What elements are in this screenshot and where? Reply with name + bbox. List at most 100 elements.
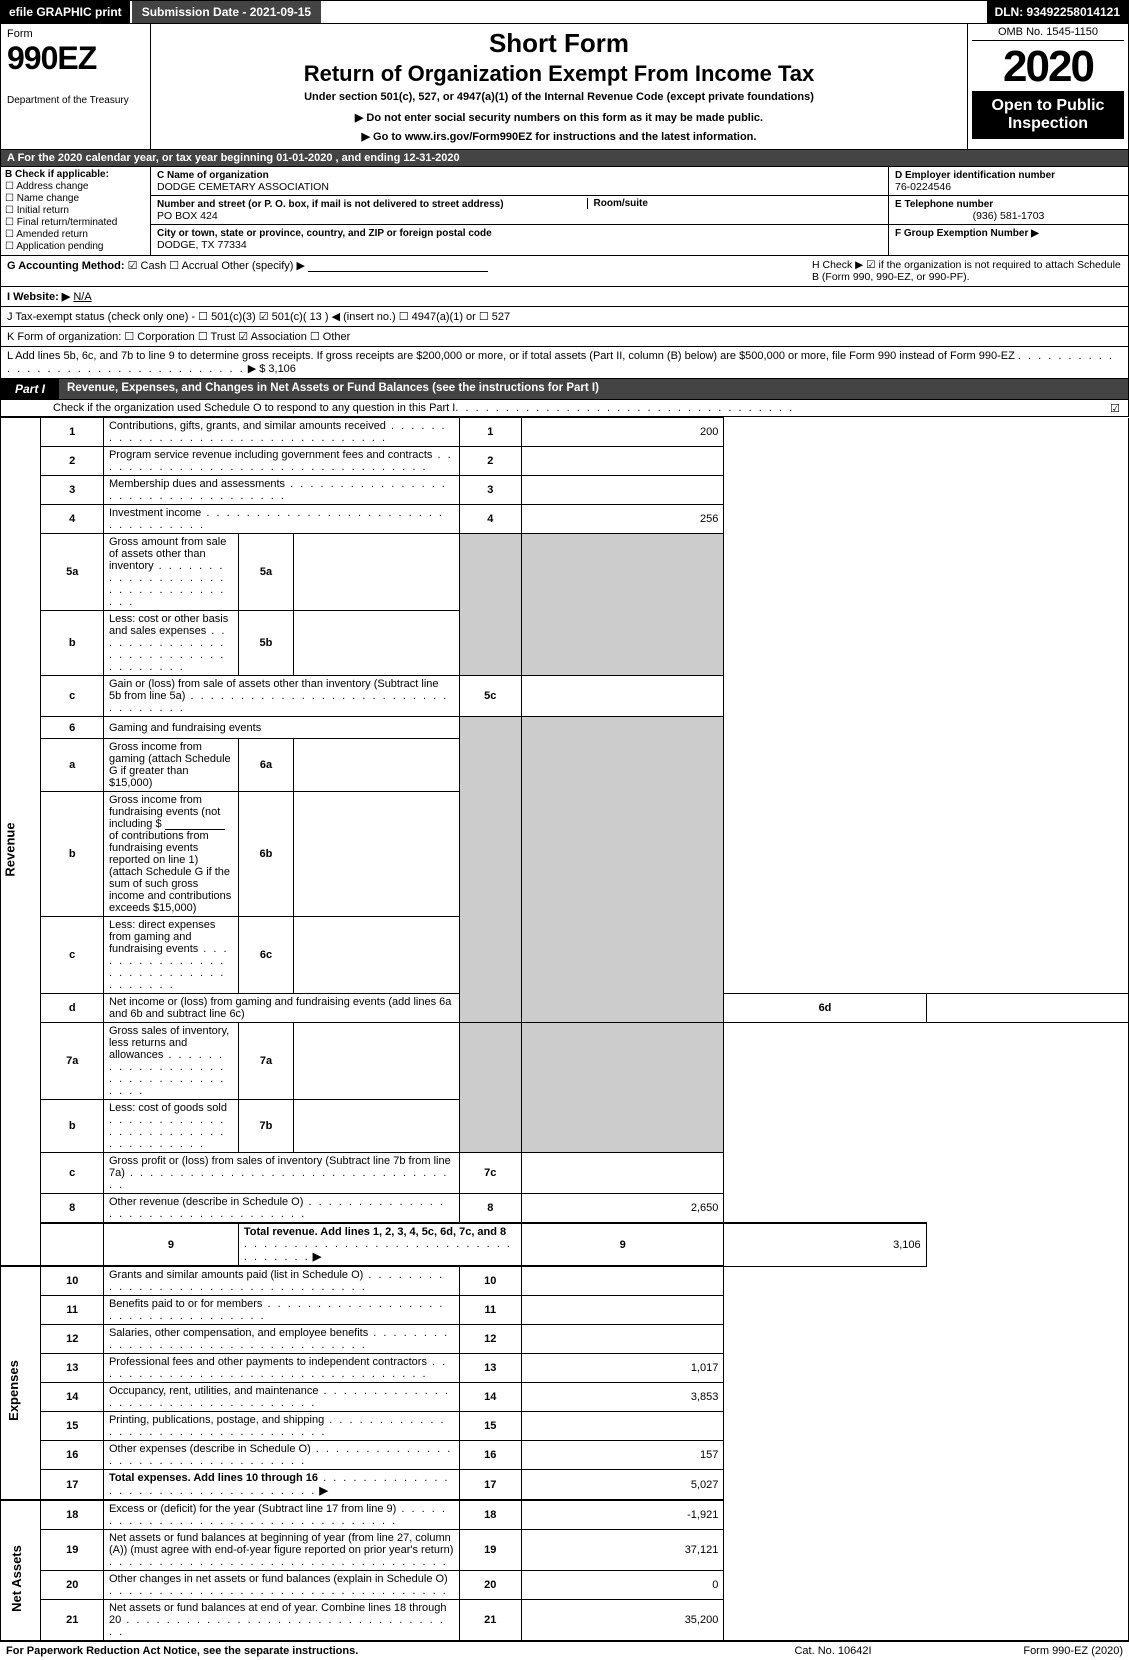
table-row: 6Gaming and fundraising events (1, 717, 1129, 739)
i-label: I Website: ▶ (7, 291, 70, 303)
chk-name-change[interactable]: ☐ Name change (5, 193, 146, 204)
phone-value: (936) 581-1703 (895, 210, 1122, 222)
line-amt: -1,921 (522, 1500, 724, 1530)
chk-cash[interactable]: ☑ Cash (128, 260, 167, 272)
chk-amended-return[interactable]: ☐ Amended return (5, 229, 146, 240)
chk-label: Amended return (16, 229, 88, 240)
part1-checkbox[interactable]: ☑ (1110, 402, 1120, 415)
table-row: cGain or (loss) from sale of assets othe… (1, 676, 1129, 717)
netassets-vlabel: Net Assets (1, 1500, 41, 1641)
line-num: 16 (41, 1441, 104, 1470)
part1-header: Part I Revenue, Expenses, and Changes in… (0, 379, 1129, 400)
l-text: L Add lines 5b, 6c, and 7b to line 9 to … (7, 350, 1015, 362)
line-amt (522, 1153, 724, 1194)
block-c: C Name of organization DODGE CEMETARY AS… (151, 167, 888, 255)
line-desc: Benefits paid to or for members (109, 1298, 262, 1310)
line-num: 9 (103, 1223, 238, 1266)
shade-cell (522, 534, 724, 676)
sub-num: 7b (238, 1100, 293, 1153)
block-de: D Employer identification number 76-0224… (888, 167, 1128, 255)
department: Department of the Treasury (7, 95, 144, 106)
line-num: 20 (41, 1571, 104, 1600)
chk-application-pending[interactable]: ☐ Application pending (5, 241, 146, 252)
line-num: 3 (41, 476, 104, 505)
other-specify-line[interactable] (308, 260, 488, 272)
chk-initial-return[interactable]: ☐ Initial return (5, 205, 146, 216)
form-number: 990EZ (7, 40, 144, 77)
sub-num: 6b (238, 792, 293, 917)
table-row: 20Other changes in net assets or fund ba… (1, 1571, 1129, 1600)
footer: For Paperwork Reduction Act Notice, see … (0, 1641, 1129, 1660)
sub-num: 6c (238, 917, 293, 994)
line-rn: 20 (459, 1571, 522, 1600)
e-cell: E Telephone number (936) 581-1703 (889, 196, 1128, 225)
line-rn: 7c (459, 1153, 522, 1194)
sub-num: 5b (238, 611, 293, 676)
chk-label: Address change (16, 181, 88, 192)
line-num: a (41, 739, 104, 792)
line-num: 19 (41, 1530, 104, 1571)
line-rn: 12 (459, 1325, 522, 1354)
goto-link[interactable]: ▶ Go to www.irs.gov/Form990EZ for instru… (159, 130, 959, 143)
c-label: C Name of organization (157, 170, 269, 181)
street-value: PO BOX 424 (157, 210, 218, 222)
part1-sub-text: Check if the organization used Schedule … (53, 402, 455, 414)
line-amt (522, 1325, 724, 1354)
sub-amt (294, 1100, 460, 1153)
expenses-vlabel: Expenses (1, 1266, 41, 1500)
shade-cell (459, 1023, 522, 1153)
line-desc: Investment income (109, 507, 201, 519)
lines-table: Revenue 1 Contributions, gifts, grants, … (0, 417, 1129, 1641)
line-num: 7a (41, 1023, 104, 1100)
line-num: b (41, 792, 104, 917)
shade-cell (522, 1023, 724, 1153)
chk-final-return[interactable]: ☐ Final return/terminated (5, 217, 146, 228)
line-num: 10 (41, 1266, 104, 1296)
line-num: 18 (41, 1500, 104, 1530)
line-num: 11 (41, 1296, 104, 1325)
part1-title: Revenue, Expenses, and Changes in Net As… (59, 379, 1128, 399)
line-rn: 6d (724, 994, 926, 1023)
l-amount: ▶ $ 3,106 (248, 363, 296, 375)
chk-accrual[interactable]: ☐ Accrual (169, 260, 218, 272)
footer-left: For Paperwork Reduction Act Notice, see … (6, 1645, 723, 1657)
city-value: DODGE, TX 77334 (157, 239, 247, 251)
line-amt (926, 994, 1128, 1023)
line-desc: Membership dues and assessments (109, 478, 285, 490)
line-desc: Grants and similar amounts paid (list in… (109, 1269, 363, 1281)
sub-amt (294, 917, 460, 994)
topbar: efile GRAPHIC print Submission Date - 20… (0, 0, 1129, 24)
block-b: B Check if applicable: ☐ Address change … (1, 167, 151, 255)
line-amt: 0 (522, 1571, 724, 1600)
line-amt (522, 1412, 724, 1441)
chk-address-change[interactable]: ☐ Address change (5, 181, 146, 192)
line-rn: 21 (459, 1600, 522, 1641)
fill-line[interactable] (165, 818, 225, 830)
line-rn: 14 (459, 1383, 522, 1412)
table-row: 11Benefits paid to or for members11 (1, 1296, 1129, 1325)
line-rn: 2 (459, 447, 522, 476)
line-amt: 3,853 (522, 1383, 724, 1412)
line-num: 12 (41, 1325, 104, 1354)
line-rn: 19 (459, 1530, 522, 1571)
line-amt: 157 (522, 1441, 724, 1470)
line-num: 8 (41, 1194, 104, 1224)
row-i: I Website: ▶ N/A (0, 287, 1129, 307)
line-amt (522, 447, 724, 476)
line-num: b (41, 611, 104, 676)
spacer (41, 1223, 104, 1266)
org-name: DODGE CEMETARY ASSOCIATION (157, 181, 329, 193)
efile-print-button[interactable]: efile GRAPHIC print (1, 1, 130, 23)
chk-label: Name change (17, 193, 79, 204)
sub-amt (294, 1023, 460, 1100)
line-num: 17 (41, 1470, 104, 1501)
line-amt: 2,650 (522, 1194, 724, 1224)
org-info-block: B Check if applicable: ☐ Address change … (0, 167, 1129, 256)
chk-label: Application pending (16, 241, 103, 252)
dots (455, 402, 794, 414)
line-rn: 5c (459, 676, 522, 717)
ssn-warning: ▶ Do not enter social security numbers o… (159, 111, 959, 124)
row-k: K Form of organization: ☐ Corporation ☐ … (0, 327, 1129, 347)
line-num: 13 (41, 1354, 104, 1383)
open-to-public: Open to Public Inspection (972, 91, 1124, 139)
